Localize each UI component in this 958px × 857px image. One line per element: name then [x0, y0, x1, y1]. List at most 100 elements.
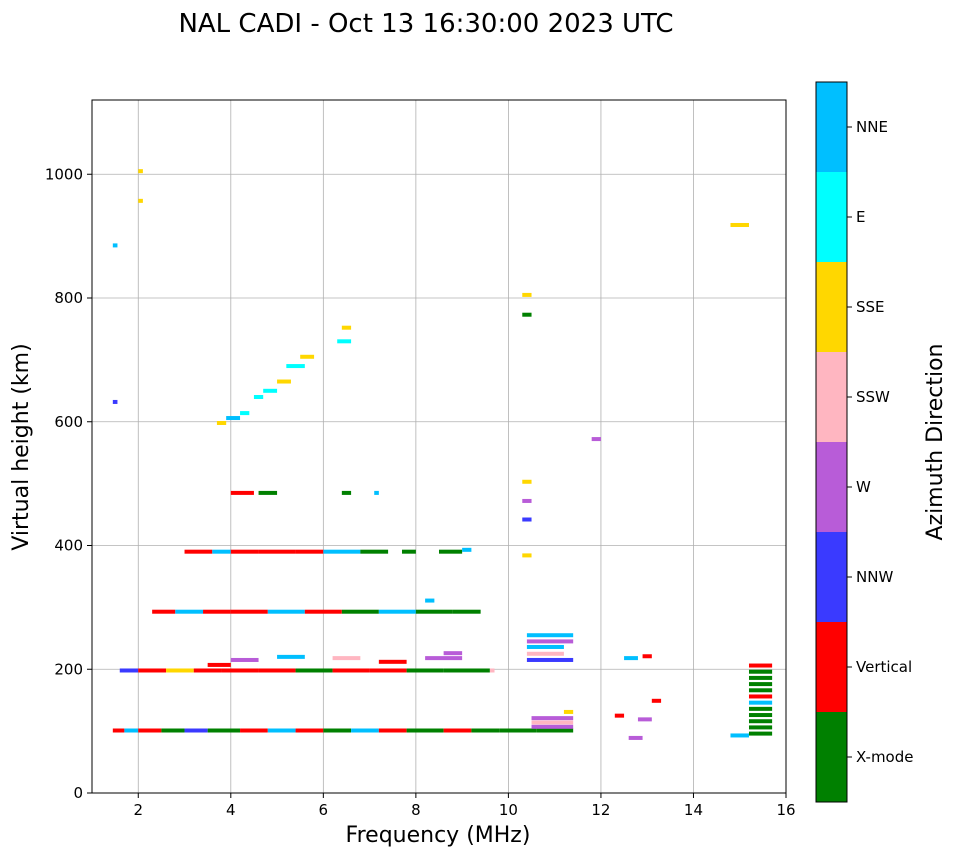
colorbar-segment — [816, 442, 847, 532]
colorbar-segment — [816, 352, 847, 442]
echo-mark — [341, 609, 379, 614]
series-group — [184, 547, 472, 554]
echo-mark — [526, 639, 574, 644]
echo-mark — [522, 479, 532, 484]
echo-mark — [522, 312, 532, 317]
colorbar-tick-label: E — [856, 208, 865, 226]
echo-mark — [216, 420, 227, 425]
echo-mark — [439, 549, 463, 554]
echo-mark — [536, 728, 574, 733]
echo-mark — [295, 549, 324, 554]
echo-mark — [531, 716, 574, 721]
echo-mark — [425, 656, 463, 661]
echo-mark — [452, 609, 481, 614]
y-tick-label: 400 — [54, 537, 83, 555]
colorbar-tick-label: SSW — [856, 388, 890, 406]
echo-mark — [341, 490, 352, 495]
colorbar-tick-label: X-mode — [856, 748, 913, 766]
echo-mark — [138, 668, 167, 673]
echo-mark — [258, 490, 278, 495]
echo-mark — [230, 490, 254, 495]
y-tick-label: 800 — [54, 289, 83, 307]
series-group — [230, 490, 379, 495]
echo-mark — [161, 728, 185, 733]
echo-mark — [323, 728, 352, 733]
echo-mark — [730, 222, 749, 227]
colorbar-segment — [816, 712, 847, 802]
echo-mark — [425, 598, 435, 603]
echo-mark — [378, 609, 416, 614]
echo-mark — [748, 669, 773, 674]
echo-mark — [175, 609, 204, 614]
echo-mark — [748, 713, 773, 718]
colorbar-label: Azimuth Direction — [923, 343, 948, 540]
echo-mark — [212, 549, 231, 554]
echo-mark — [207, 662, 231, 667]
echo-mark — [112, 243, 118, 248]
echo-mark — [526, 633, 574, 638]
gridlines — [92, 100, 787, 794]
echo-mark — [401, 549, 416, 554]
colorbar-tick-label: Vertical — [856, 658, 912, 676]
echo-mark — [258, 668, 296, 673]
echo-mark — [748, 682, 773, 687]
echo-mark — [651, 698, 662, 703]
echo-mark — [378, 728, 407, 733]
echo-mark — [462, 547, 472, 552]
echo-mark — [267, 728, 296, 733]
y-axis-label: Virtual height (km) — [9, 343, 34, 550]
echo-mark — [203, 609, 231, 614]
echo-mark — [295, 668, 333, 673]
echo-mark — [378, 659, 407, 664]
echo-mark — [304, 609, 342, 614]
colorbar-segment — [816, 622, 847, 712]
colorbar-segment — [816, 82, 847, 172]
echo-mark — [138, 198, 143, 203]
echo-mark — [240, 411, 250, 416]
echo-mark — [184, 728, 208, 733]
echo-mark — [267, 609, 305, 614]
echo-mark — [443, 651, 463, 656]
series-group — [152, 598, 481, 614]
echo-mark — [499, 728, 537, 733]
axes: 2 4 6 8 10 12 14 16 0 200 400 600 800 1000 — [45, 165, 796, 819]
echo-mark — [522, 292, 532, 297]
echo-mark — [522, 553, 532, 558]
echo-mark — [642, 654, 652, 659]
echo-mark — [637, 717, 652, 722]
echo-mark — [119, 668, 139, 673]
plot-frame — [91, 99, 787, 794]
x-tick-label: 8 — [411, 801, 421, 819]
x-tick-label: 12 — [591, 801, 610, 819]
echo-mark — [531, 720, 574, 725]
y-tick-label: 600 — [54, 413, 83, 431]
echo-mark — [258, 549, 296, 554]
echo-mark — [748, 675, 773, 680]
echo-mark — [323, 549, 361, 554]
echo-mark — [522, 517, 532, 522]
series-group — [112, 709, 574, 733]
echo-mark — [526, 651, 564, 656]
y-tick-label: 200 — [54, 660, 83, 678]
echo-mark — [193, 668, 222, 673]
echo-mark — [369, 668, 407, 673]
echo-mark — [443, 728, 472, 733]
echo-mark — [295, 728, 324, 733]
echo-mark — [591, 437, 601, 442]
echo-mark — [230, 609, 268, 614]
echo-mark — [277, 379, 291, 384]
colorbar-segment — [816, 262, 847, 352]
echo-mark — [138, 169, 143, 174]
echo-mark — [614, 713, 625, 718]
echo-mark — [221, 668, 259, 673]
echo-mark — [748, 700, 773, 705]
echo-mark — [748, 719, 773, 724]
x-axis-label: Frequency (MHz) — [346, 823, 531, 848]
echo-mark — [300, 354, 315, 359]
colorbar-tick-label: W — [856, 478, 871, 496]
echo-mark — [337, 339, 352, 344]
echo-mark — [748, 688, 773, 693]
colorbar-tick-label: NNE — [856, 118, 888, 136]
echo-mark — [230, 549, 259, 554]
